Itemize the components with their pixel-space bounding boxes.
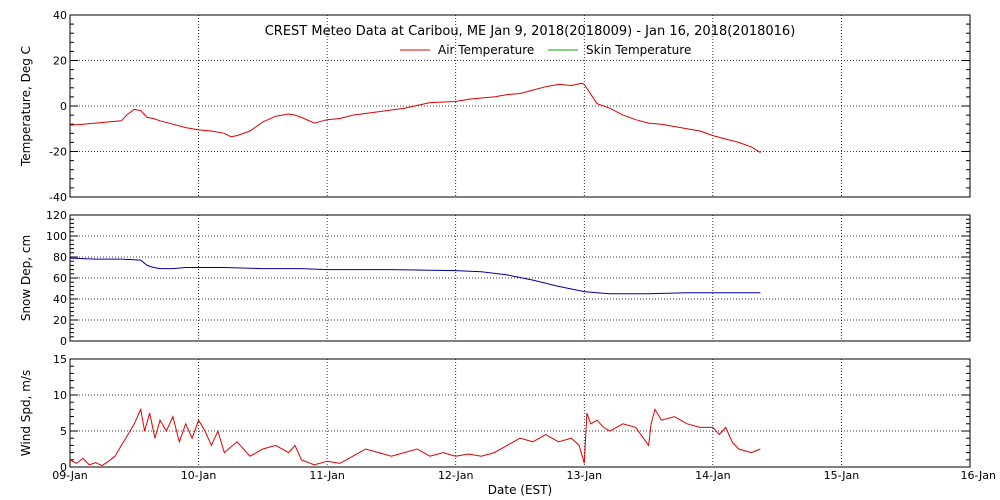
wind-speed-ytick-label: 10	[53, 389, 67, 402]
x-axis-title: Date (EST)	[488, 483, 552, 497]
date-tick-label: 12-Jan	[438, 469, 474, 482]
snow-depth-frame	[69, 214, 971, 342]
date-tick-label: 11-Jan	[309, 469, 345, 482]
snow-depth-ytick-label: 20	[53, 314, 67, 327]
date-tick-label: 15-Jan	[824, 469, 860, 482]
legend: Air Temperature Skin Temperature	[400, 43, 691, 57]
temperature-ylabel: Temperature, Deg C	[19, 46, 33, 167]
date-axis: 09-Jan 10-Jan 11-Jan 12-Jan 13-Jan 14-Jan 15-J…	[52, 469, 996, 482]
snow-depth-ylabel: Snow Dep, cm	[19, 235, 33, 321]
legend-air-label: Air Temperature	[438, 43, 534, 57]
temperature-ytick-label: 20	[53, 55, 67, 68]
date-tick-label: 09-Jan	[52, 469, 88, 482]
wind-speed-frame	[69, 358, 971, 468]
snow-depth-ytick-label: 0	[60, 335, 67, 348]
snow-depth-panel: 0 20 40 60 80 100 120 Snow Dep, cm	[19, 209, 971, 348]
legend-skin-label: Skin Temperature	[586, 43, 691, 57]
temperature-ytick-label: -40	[49, 191, 67, 204]
wind-speed-ytick-label: 5	[60, 425, 67, 438]
temperature-panel: -40 -20 0 20 40 Temperature, Deg C	[19, 9, 971, 204]
chart-title: CREST Meteo Data at Caribou, ME Jan 9, 2…	[265, 24, 796, 39]
wind-speed-panel: 0 5 10 15 Wind Spd, m/s	[19, 353, 971, 474]
temperature-series-line	[69, 82, 761, 154]
snow-depth-ytick-label: 100	[46, 230, 67, 243]
wind-speed-ylabel: Wind Spd, m/s	[19, 370, 33, 456]
wind-speed-ytick-label: 15	[53, 353, 67, 366]
date-tick-label: 16-Jan	[960, 469, 996, 482]
snow-depth-series-line	[69, 257, 761, 295]
snow-depth-ytick-label: 40	[53, 293, 67, 306]
date-tick-label: 14-Jan	[695, 469, 731, 482]
temperature-ytick-label: 40	[53, 9, 67, 22]
snow-depth-ytick-label: 80	[53, 251, 67, 264]
temperature-ytick-label: 0	[60, 100, 67, 113]
temperature-frame	[69, 14, 971, 198]
temperature-ytick-label: -20	[49, 146, 67, 159]
snow-depth-ytick-label: 60	[53, 272, 67, 285]
date-tick-label: 13-Jan	[567, 469, 603, 482]
date-tick-label: 10-Jan	[181, 469, 217, 482]
snow-depth-ytick-label: 120	[46, 209, 67, 222]
wind-speed-series-line	[69, 407, 761, 467]
wind-speed-ytick-label: 0	[60, 461, 67, 474]
